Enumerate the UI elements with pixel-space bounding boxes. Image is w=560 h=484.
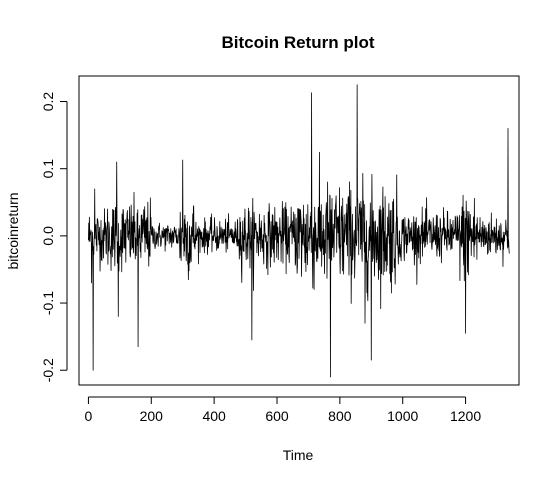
- plot-frame: [78, 75, 520, 386]
- y-tick-label: 0.0: [40, 226, 56, 246]
- x-tick-label: 1000: [387, 408, 418, 424]
- x-tick-label: 0: [85, 408, 93, 424]
- y-tick-label: 0.2: [40, 92, 56, 112]
- x-tick-label: 200: [140, 408, 164, 424]
- series-line-bitcoinreturn: [88, 84, 510, 378]
- chart-title: Bitcoin Return plot: [222, 33, 375, 52]
- x-tick-label: 400: [202, 408, 226, 424]
- x-tick-label: 600: [265, 408, 289, 424]
- x-tick-label: 800: [328, 408, 352, 424]
- series-layer: [88, 84, 510, 378]
- x-axis: 0 200 400 600 800 1000 1200: [85, 396, 481, 424]
- y-tick-label: 0.1: [40, 159, 56, 179]
- y-tick-label: -0.1: [40, 291, 56, 315]
- x-tick-label: 1200: [450, 408, 481, 424]
- x-axis-label: Time: [283, 447, 314, 463]
- y-axis: -0.2 -0.1 0.0 0.1 0.2: [40, 92, 68, 382]
- y-axis-label: bitcoinreturn: [5, 192, 21, 269]
- y-tick-label: -0.2: [40, 358, 56, 382]
